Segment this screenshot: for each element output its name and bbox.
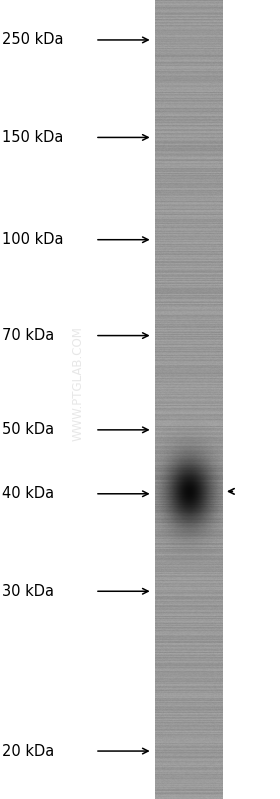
Text: 30 kDa: 30 kDa (2, 584, 54, 598)
Text: 50 kDa: 50 kDa (2, 423, 54, 437)
Text: 250 kDa: 250 kDa (2, 33, 64, 47)
Text: 70 kDa: 70 kDa (2, 328, 54, 343)
Text: 100 kDa: 100 kDa (2, 233, 64, 247)
Text: 20 kDa: 20 kDa (2, 744, 54, 758)
Text: 40 kDa: 40 kDa (2, 487, 54, 501)
Text: WWW.PTGLAB.COM: WWW.PTGLAB.COM (72, 326, 85, 441)
Text: 150 kDa: 150 kDa (2, 130, 63, 145)
